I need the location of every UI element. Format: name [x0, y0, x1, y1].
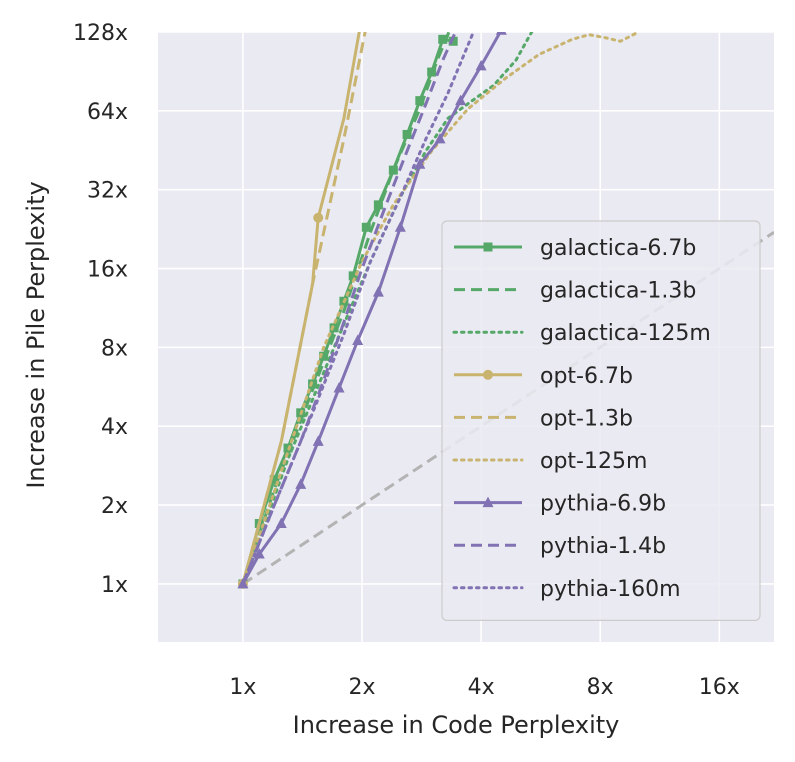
legend-label: opt-6.7b — [540, 364, 633, 389]
legend-item-galactica-1.3b: galactica-1.3b — [454, 279, 696, 304]
series-line — [241, 33, 474, 586]
y-tick-label: 16x — [87, 258, 128, 283]
legend: galactica-6.7b galactica-1.3b galactica-12… — [441, 220, 761, 621]
data-point-marker — [482, 496, 494, 508]
data-point-marker — [373, 200, 383, 210]
y-tick-label: 32x — [87, 179, 128, 204]
data-point-marker — [434, 132, 446, 144]
x-axis-title: Increase in Code Perplexity — [293, 711, 620, 739]
series-pythia-6.9b — [237, 32, 507, 589]
series-line — [241, 32, 503, 585]
legend-label: opt-125m — [540, 449, 647, 474]
y-axis-ticks: 1x 2x 4x 8x 16x 32x 64x 128x — [73, 21, 128, 598]
data-point-marker — [352, 334, 364, 345]
series-line — [241, 32, 640, 586]
series-line — [241, 32, 534, 586]
legend-frame — [441, 220, 761, 621]
data-point-marker — [415, 96, 425, 106]
series-galactica-125m — [241, 32, 534, 586]
series-line — [241, 32, 367, 585]
data-point-marker — [313, 212, 324, 223]
series-line — [241, 37, 454, 585]
data-point-marker — [269, 475, 279, 485]
x-tick-label: 2x — [349, 675, 376, 700]
series-pythia-160m — [241, 33, 474, 586]
legend-item-opt-125m: opt-125m — [452, 449, 647, 474]
data-point-marker — [414, 158, 426, 169]
x-tick-label: 1x — [229, 675, 256, 700]
data-point-marker — [495, 32, 507, 35]
y-tick-label: 1x — [101, 573, 128, 598]
data-point-marker — [348, 271, 358, 281]
x-axis-ticks: 1x 2x 4x 8x 16x — [229, 675, 739, 700]
legend-label: galactica-125m — [540, 321, 711, 346]
legend-label: galactica-1.3b — [540, 279, 696, 304]
data-point-marker — [319, 351, 329, 361]
data-point-marker — [455, 94, 467, 106]
legend-item-pythia-6.9b: pythia-6.9b — [454, 492, 666, 517]
legend-item-opt-6.7b: opt-6.7b — [454, 364, 633, 389]
legend-item-galactica-125m: galactica-125m — [452, 321, 711, 346]
data-point-marker — [329, 323, 339, 333]
legend-label: galactica-6.7b — [540, 236, 696, 261]
legend-item-pythia-160m: pythia-160m — [452, 577, 681, 602]
y-tick-label: 2x — [101, 494, 128, 519]
data-point-marker — [275, 517, 287, 529]
data-point-marker — [475, 59, 487, 71]
legend-item-opt-1.3b: opt-1.3b — [454, 406, 633, 431]
data-point-marker — [402, 129, 412, 139]
series-galactica-1.3b — [241, 32, 451, 585]
data-point-marker — [333, 381, 345, 393]
x-tick-label: 8x — [587, 675, 614, 700]
data-point-marker — [388, 165, 398, 175]
data-point-marker — [483, 369, 493, 380]
data-point-marker — [253, 548, 265, 559]
data-point-marker — [438, 34, 448, 44]
series-pythia-1.4b — [241, 32, 458, 585]
data-point-marker — [394, 221, 406, 232]
data-point-marker — [372, 286, 384, 297]
data-point-marker — [361, 222, 371, 232]
legend-item-galactica-6.7b: galactica-6.7b — [454, 236, 696, 261]
legend-label: pythia-1.4b — [540, 534, 666, 559]
series-line — [241, 32, 458, 585]
data-point-marker — [295, 478, 307, 489]
data-point-marker — [448, 36, 458, 46]
y-tick-label: 8x — [101, 336, 128, 361]
y-tick-label: 64x — [87, 100, 128, 125]
x-tick-label: 4x — [468, 675, 495, 700]
legend-item-pythia-1.4b: pythia-1.4b — [454, 534, 666, 559]
legend-label: pythia-160m — [540, 577, 681, 602]
series-opt-125m — [241, 32, 640, 586]
x-tick-label: 16x — [699, 675, 740, 700]
series-opt-1.3b — [241, 32, 367, 585]
data-point-marker — [312, 435, 324, 446]
y-axis-title: Increase in Pile Perplexity — [22, 181, 50, 488]
y-tick-label: 4x — [101, 415, 128, 440]
y-tick-label: 128x — [73, 21, 128, 46]
legend-label: opt-1.3b — [540, 406, 633, 431]
series-line — [241, 32, 451, 585]
data-point-marker — [483, 242, 493, 252]
legend-label: pythia-6.9b — [540, 492, 666, 517]
